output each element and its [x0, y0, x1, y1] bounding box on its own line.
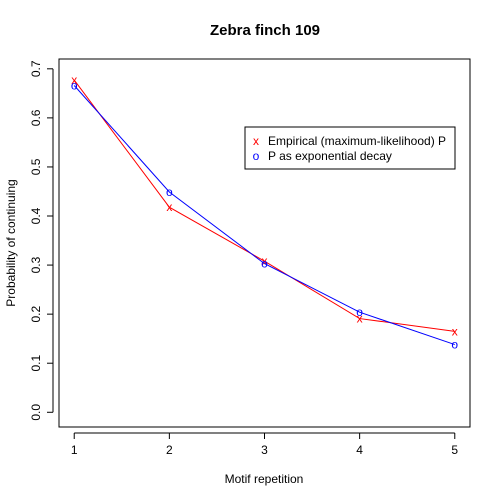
data-point-0-3: x: [357, 312, 363, 326]
x-tick-label: 2: [166, 443, 173, 457]
legend: x Empirical (maximum-likelihood) P o P a…: [244, 126, 456, 170]
data-point-1-0: o: [71, 78, 78, 92]
legend-marker-exponential: o: [253, 149, 260, 163]
chart-title: Zebra finch 109: [210, 22, 320, 39]
legend-label-empirical: Empirical (maximum-likelihood) P: [268, 134, 446, 148]
y-axis-label: Probability of continuing: [4, 179, 18, 306]
y-tick-label: 0.2: [29, 305, 43, 322]
x-tick-label: 3: [261, 443, 268, 457]
legend-box: [244, 126, 456, 170]
legend-marker-empirical: x: [253, 134, 259, 148]
x-tick-label: 4: [356, 443, 363, 457]
y-axis: 0.0 0.1 0.2 0.3 0.4 0.5 0.6 0.7: [29, 60, 54, 421]
data-point-0-2: x: [262, 254, 268, 268]
data-point-0-0: x: [71, 73, 77, 87]
legend-label-exponential: P as exponential decay: [268, 149, 392, 163]
y-tick-label: 0.3: [29, 256, 43, 273]
data-point-1-4: o: [451, 338, 458, 352]
y-tick-label: 0.4: [29, 207, 43, 224]
data-point-1-1: o: [166, 185, 173, 199]
y-tick-label: 0.7: [29, 60, 43, 77]
data-point-0-1: x: [166, 200, 172, 214]
data-point-1-2: o: [261, 257, 268, 271]
data-point-0-4: x: [452, 324, 458, 338]
y-tick-label: 0.6: [29, 109, 43, 126]
x-tick-label: 5: [451, 443, 458, 457]
y-tick-label: 0.5: [29, 158, 43, 175]
series-line-1: [73, 85, 455, 346]
x-axis: 1 2 3 4 5: [71, 432, 458, 457]
x-axis-label: Motif repetition: [225, 472, 304, 486]
x-tick-label: 1: [71, 443, 78, 457]
plot-frame: [58, 58, 471, 428]
y-tick-label: 0.0: [29, 404, 43, 421]
data-point-1-3: o: [356, 305, 363, 319]
y-tick-label: 0.1: [29, 355, 43, 372]
